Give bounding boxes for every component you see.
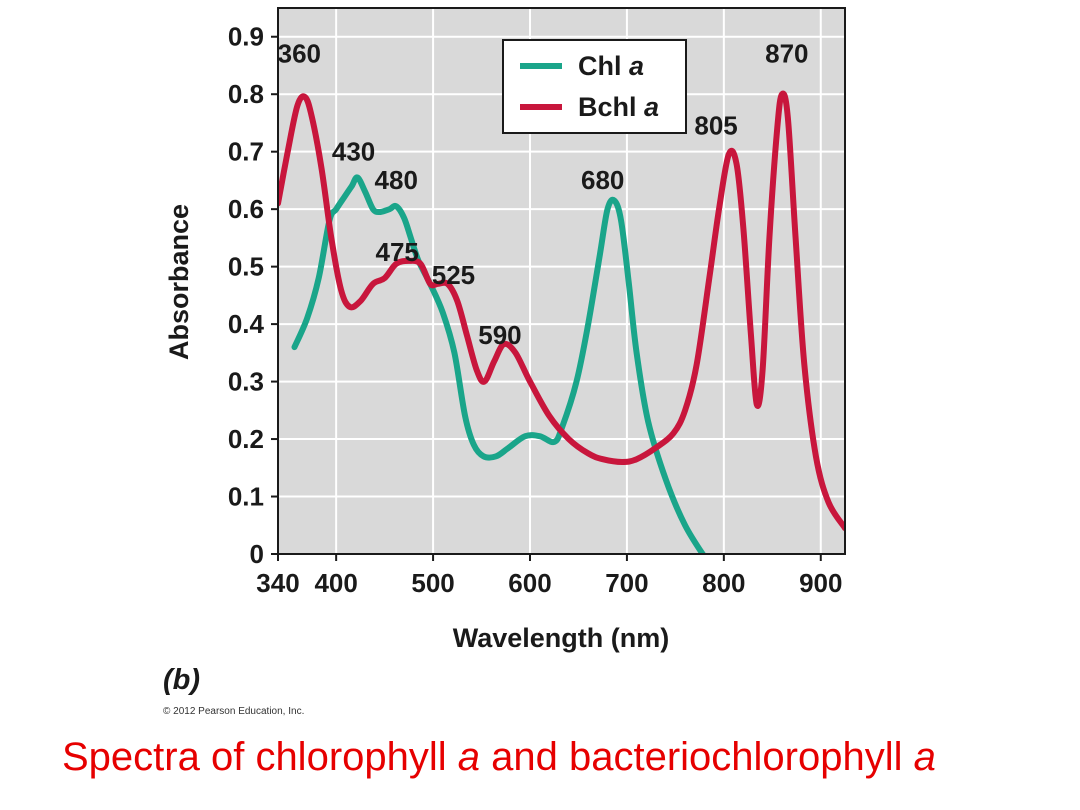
copyright-notice: © 2012 Pearson Education, Inc. (163, 706, 305, 717)
figure-caption: Spectra of chlorophyll a and bacteriochl… (62, 735, 936, 780)
y-tick-label: 0.8 (228, 79, 264, 109)
peak-label-870: 870 (765, 39, 808, 69)
x-tick-label: 400 (314, 568, 357, 598)
y-tick-label: 0.1 (228, 482, 264, 512)
x-tick-label: 900 (799, 568, 842, 598)
peak-label-590: 590 (478, 320, 521, 350)
x-tick-label: 500 (411, 568, 454, 598)
y-tick-label: 0.4 (228, 309, 265, 339)
x-axis-title: Wavelength (nm) (453, 623, 670, 653)
legend-entry-chl-a: Chl a (578, 51, 644, 81)
peak-label-475: 475 (376, 237, 419, 267)
y-tick-label: 0.6 (228, 194, 264, 224)
plot-frame (277, 7, 846, 555)
peak-label-525: 525 (432, 260, 475, 290)
y-tick-label: 0.2 (228, 424, 264, 454)
peak-label-680: 680 (581, 165, 624, 195)
peak-label-430: 430 (332, 136, 375, 166)
y-tick-label: 0 (250, 539, 264, 569)
series-line-bchl-a (278, 90, 845, 532)
x-tick-label: 700 (605, 568, 648, 598)
caption-part-1: Spectra of chlorophyll (62, 735, 458, 779)
peak-label-360: 360 (278, 39, 321, 69)
y-tick-labels: 0 0.1 0.2 0.3 0.4 0.5 0.6 0.7 0.8 0.9 (228, 22, 278, 569)
y-tick-label: 0.5 (228, 252, 264, 282)
legend: Chl a Bchl a (502, 39, 687, 134)
peak-label-480: 480 (375, 165, 418, 195)
x-tick-label: 800 (702, 568, 745, 598)
caption-italic-2: a (913, 735, 936, 779)
y-axis-title: Absorbance (164, 204, 194, 360)
y-tick-label: 0.7 (228, 137, 264, 167)
legend-box (502, 39, 687, 134)
y-tick-label: 0.9 (228, 22, 264, 52)
panel-label: (b) (163, 664, 201, 696)
absorbance-chart: 0 0.1 0.2 0.3 0.4 0.5 0.6 0.7 0.8 0.9 340 400 500 60… (164, 7, 846, 653)
series-lines (278, 90, 845, 554)
x-tick-label: 340 (256, 568, 299, 598)
x-tick-labels: 340 400 500 600 700 800 900 (256, 554, 842, 598)
x-tick-label: 600 (508, 568, 551, 598)
peak-label-805: 805 (694, 110, 737, 140)
y-tick-label: 0.3 (228, 367, 264, 397)
caption-italic-1: a (457, 735, 481, 779)
legend-entry-bchl-a: Bchl a (578, 92, 659, 122)
series-line-chl-a (291, 174, 707, 554)
caption-part-2: and bacteriochlorophyll (480, 735, 914, 779)
